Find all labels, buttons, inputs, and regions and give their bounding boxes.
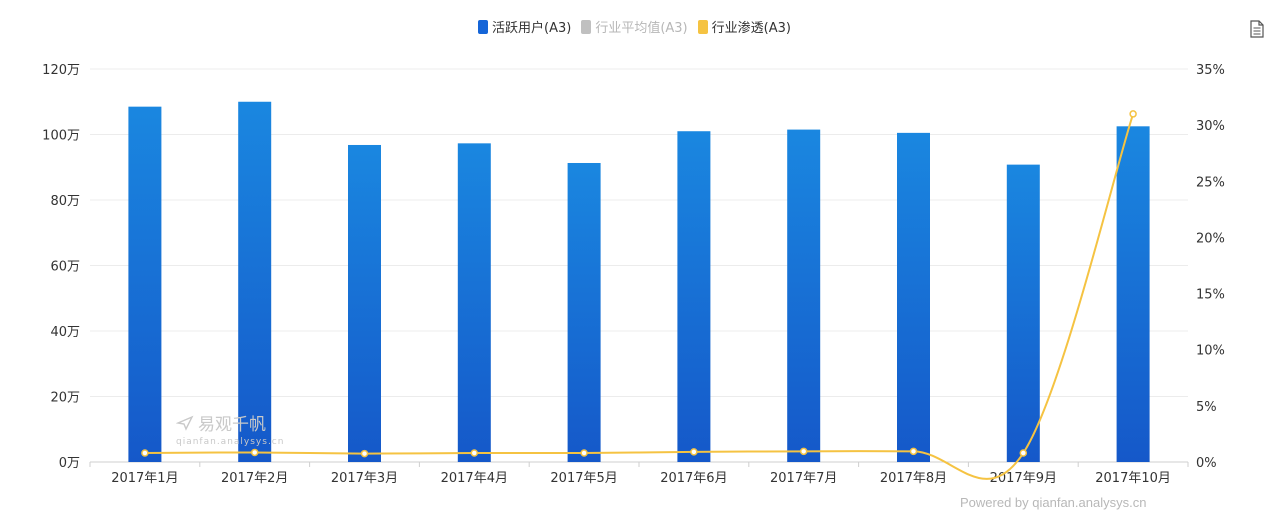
bar xyxy=(1116,126,1150,462)
legend: 活跃用户(A3) 行业平均值(A3) 行业渗透(A3) xyxy=(478,17,791,36)
line-point xyxy=(799,447,808,456)
bar xyxy=(348,144,381,463)
legend-item[interactable]: 行业渗透(A3) xyxy=(697,17,791,36)
legend-label: 行业渗透(A3) xyxy=(711,21,791,36)
bar xyxy=(567,162,601,462)
line-point xyxy=(1019,449,1028,457)
bar xyxy=(787,129,821,462)
x-tick-label: 2017年3月 xyxy=(331,471,398,486)
legend-item[interactable]: 行业平均值(A3) xyxy=(581,17,688,36)
y-right-tick-label: 10% xyxy=(1196,344,1225,359)
bar xyxy=(1006,164,1040,462)
legend-swatch xyxy=(478,19,488,34)
y-left-tick-label: 0万 xyxy=(59,456,80,471)
x-tick-label: 2017年6月 xyxy=(660,471,727,486)
y-left-tick-label: 40万 xyxy=(50,325,80,340)
y-right-tick-label: 25% xyxy=(1196,175,1225,190)
y-right-tick-label: 20% xyxy=(1196,231,1225,246)
line-point xyxy=(580,449,588,457)
x-tick-label: 2017年5月 xyxy=(550,471,617,486)
line-point xyxy=(1129,110,1137,118)
line-series xyxy=(144,113,1135,480)
legend-swatch xyxy=(697,19,708,34)
line-point xyxy=(470,449,479,457)
x-tick-label: 2017年1月 xyxy=(111,471,178,486)
watermark: 易观千帆 qianfan.analysys.cn xyxy=(176,410,284,447)
y-left-tick-label: 100万 xyxy=(42,129,80,144)
x-tick-label: 2017年2月 xyxy=(221,471,288,486)
x-tick-label: 2017年8月 xyxy=(880,471,947,486)
line-point xyxy=(141,449,149,457)
bar xyxy=(238,101,272,462)
line-point xyxy=(690,448,698,456)
line-point xyxy=(909,447,918,456)
legend-label: 行业平均值(A3) xyxy=(595,21,688,36)
bar xyxy=(897,132,930,463)
x-tick-label: 2017年10月 xyxy=(1095,471,1171,486)
x-tick-label: 2017年9月 xyxy=(990,471,1057,486)
y-left-tick-label: 120万 xyxy=(42,63,80,78)
watermark-logo-icon xyxy=(176,415,194,431)
y-right-tick-label: 35% xyxy=(1196,63,1225,78)
y-right-tick-label: 30% xyxy=(1196,119,1225,134)
y-right-tick-label: 0% xyxy=(1196,456,1217,471)
powered-by-link[interactable]: Powered by qianfan.analysys.cn xyxy=(960,495,1147,510)
x-tick-label: 2017年7月 xyxy=(770,471,837,486)
bar xyxy=(128,106,162,462)
y-left-tick-label: 80万 xyxy=(50,194,80,209)
y-right-tick-label: 15% xyxy=(1196,288,1225,303)
y-left-tick-label: 20万 xyxy=(50,391,80,406)
legend-label: 活跃用户(A3) xyxy=(492,21,572,36)
y-left-tick-label: 60万 xyxy=(50,260,80,275)
line-point xyxy=(360,449,369,458)
x-tick-label: 2017年4月 xyxy=(441,471,508,486)
watermark-title: 易观千帆 xyxy=(198,415,266,435)
document-icon[interactable] xyxy=(1250,20,1264,38)
bar xyxy=(677,131,711,462)
watermark-subtitle: qianfan.analysys.cn xyxy=(176,437,285,447)
y-right-tick-label: 5% xyxy=(1196,400,1217,415)
bar xyxy=(457,143,491,462)
line-point xyxy=(250,448,259,457)
legend-swatch xyxy=(581,19,592,34)
legend-item[interactable]: 活跃用户(A3) xyxy=(478,17,571,36)
